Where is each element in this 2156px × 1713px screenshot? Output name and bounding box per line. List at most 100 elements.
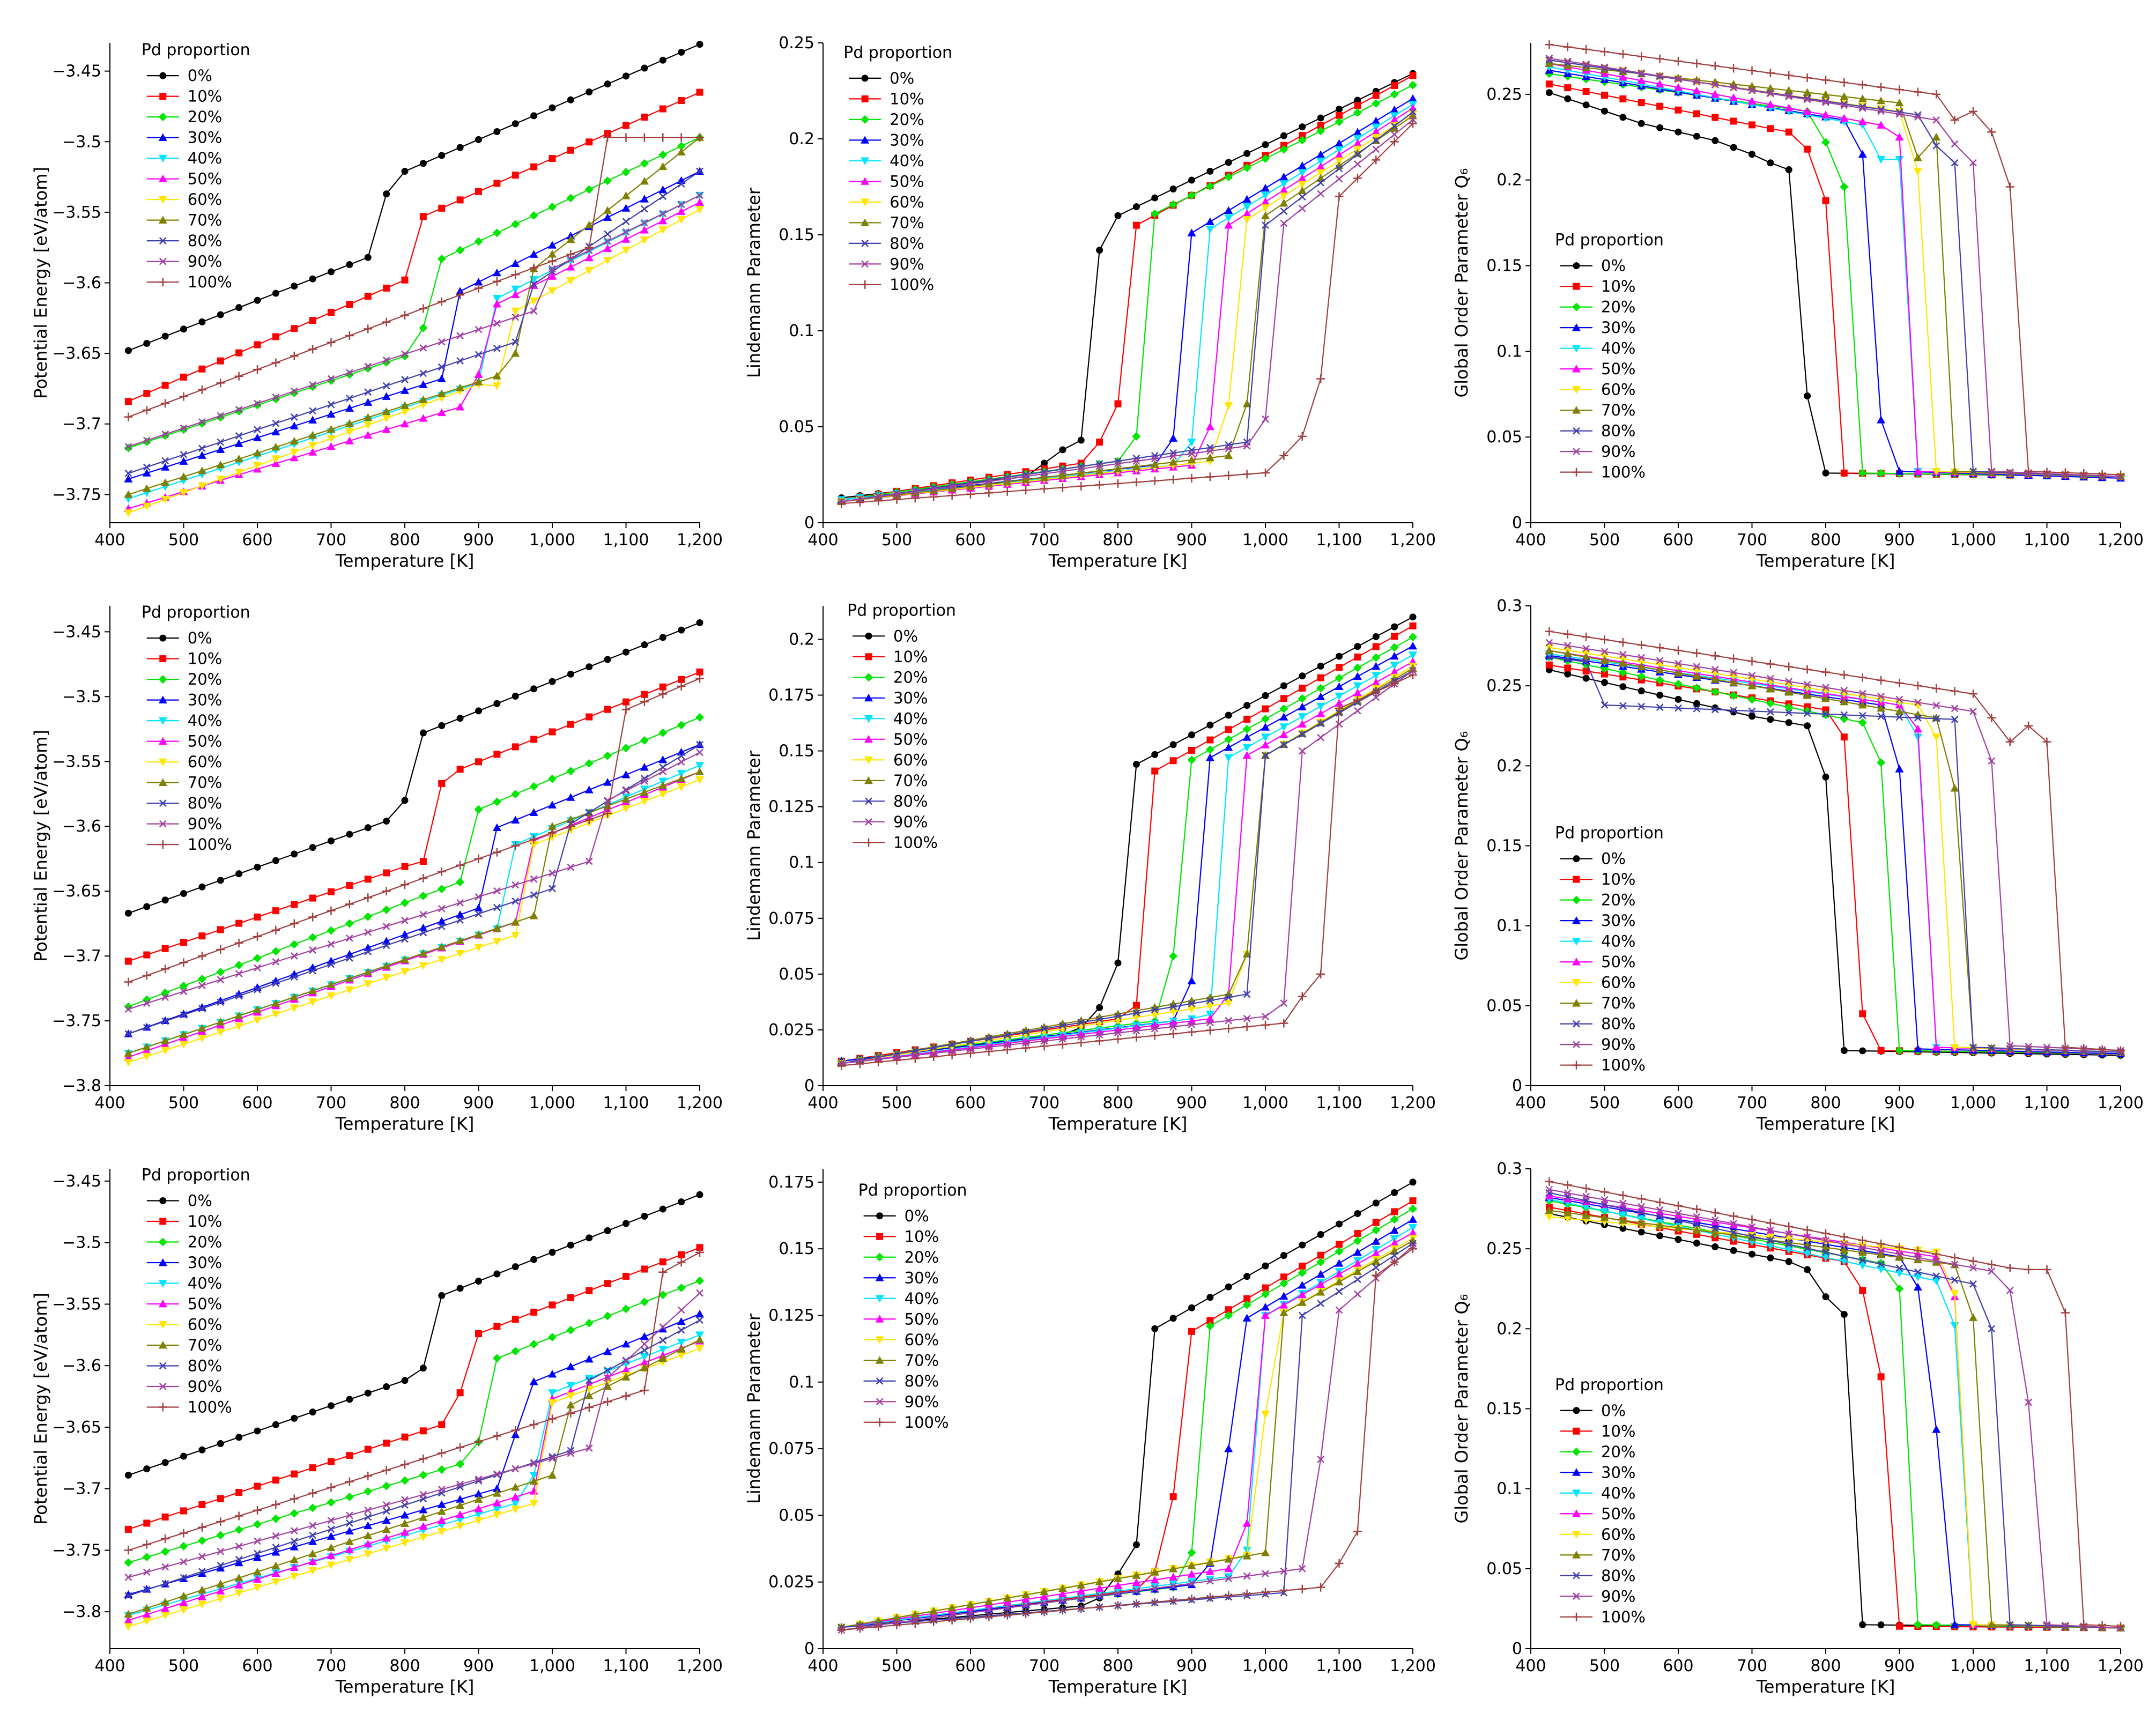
data-point <box>1169 449 1177 457</box>
data-point <box>456 899 464 907</box>
data-point <box>695 674 704 683</box>
data-point <box>1317 114 1324 122</box>
data-point <box>677 758 685 766</box>
data-point <box>492 1511 501 1519</box>
data-point <box>364 980 373 988</box>
data-point <box>892 1056 901 1065</box>
data-point <box>1619 673 1627 681</box>
data-point <box>603 213 612 221</box>
data-point <box>475 758 482 766</box>
data-point <box>1279 704 1288 713</box>
data-point <box>1858 1256 1866 1264</box>
x-tick-label: 1,200 <box>2098 1657 2144 1675</box>
data-point <box>492 823 501 832</box>
data-point <box>1372 99 1381 108</box>
data-point <box>1748 1233 1756 1240</box>
data-point <box>549 1249 556 1256</box>
data-point <box>511 932 520 940</box>
data-point <box>621 1373 631 1381</box>
data-point <box>621 247 631 255</box>
data-point <box>309 275 316 283</box>
data-point <box>1730 706 1738 714</box>
data-point <box>929 492 938 501</box>
data-point <box>308 431 317 439</box>
data-point <box>346 1396 353 1403</box>
legend-entry: 50% <box>893 730 928 748</box>
data-point <box>1040 1587 1049 1596</box>
data-point <box>124 490 133 498</box>
data-point <box>529 1477 538 1485</box>
data-point <box>1058 1589 1067 1598</box>
series-70pct <box>124 1335 704 1618</box>
data-point <box>604 1367 612 1374</box>
data-point <box>1564 670 1572 678</box>
data-point <box>696 748 703 757</box>
data-point <box>401 1527 409 1536</box>
series-line <box>841 98 1413 501</box>
data-point <box>142 405 151 414</box>
series-60pct <box>124 206 704 517</box>
data-point <box>475 136 482 143</box>
data-point <box>1564 57 1572 65</box>
legend-marker <box>1572 938 1581 946</box>
legend-marker <box>159 655 167 663</box>
data-point <box>1187 1570 1196 1578</box>
data-point <box>253 1575 262 1583</box>
data-point <box>419 923 428 932</box>
data-point <box>1675 106 1682 114</box>
series-0pct <box>124 41 703 354</box>
data-point <box>892 495 901 504</box>
data-point <box>1021 1609 1031 1618</box>
y-tick-label: −3.7 <box>62 947 101 966</box>
data-point <box>1390 130 1398 138</box>
data-point <box>272 907 279 915</box>
data-point <box>1114 1588 1122 1596</box>
data-point <box>198 444 206 453</box>
data-point <box>290 919 299 928</box>
data-point <box>254 913 261 921</box>
data-point <box>1804 722 1811 730</box>
data-point <box>585 1444 593 1452</box>
y-tick-label: 0.2 <box>789 630 814 649</box>
data-point <box>1391 633 1398 640</box>
legend-marker <box>875 1252 884 1262</box>
data-point <box>1729 678 1738 686</box>
data-point <box>419 380 428 388</box>
data-point <box>437 297 446 306</box>
data-point <box>1950 1290 1959 1298</box>
x-axis-label: Temperature [K] <box>335 551 475 571</box>
data-point <box>2025 1398 2033 1406</box>
data-point <box>198 1005 206 1013</box>
data-point <box>566 277 575 285</box>
data-point <box>345 986 354 994</box>
data-point <box>364 1445 372 1453</box>
data-point <box>2042 737 2051 746</box>
data-point <box>493 700 501 707</box>
data-point <box>1803 1233 1811 1241</box>
data-point <box>309 894 316 902</box>
data-point <box>1021 1590 1031 1599</box>
data-point <box>179 1591 188 1600</box>
data-point <box>1619 702 1627 710</box>
data-point <box>1619 114 1627 121</box>
data-point <box>438 204 446 212</box>
data-point <box>1169 452 1177 460</box>
data-point <box>623 72 629 80</box>
legend-entry: 10% <box>188 650 222 668</box>
data-point <box>1618 668 1627 677</box>
data-point <box>1151 455 1159 463</box>
data-point <box>456 144 464 151</box>
data-point <box>1692 86 1701 94</box>
data-point <box>1409 1197 1417 1205</box>
data-point <box>603 176 612 186</box>
data-point <box>253 1567 262 1576</box>
data-point <box>474 377 483 385</box>
data-point <box>1317 733 1325 741</box>
data-point <box>1317 1456 1325 1463</box>
x-tick-label: 1,200 <box>1390 531 1436 550</box>
data-point <box>456 878 465 887</box>
data-point <box>1950 784 1959 792</box>
data-point <box>1804 392 1811 399</box>
data-point <box>512 897 520 905</box>
data-point <box>197 1592 206 1600</box>
